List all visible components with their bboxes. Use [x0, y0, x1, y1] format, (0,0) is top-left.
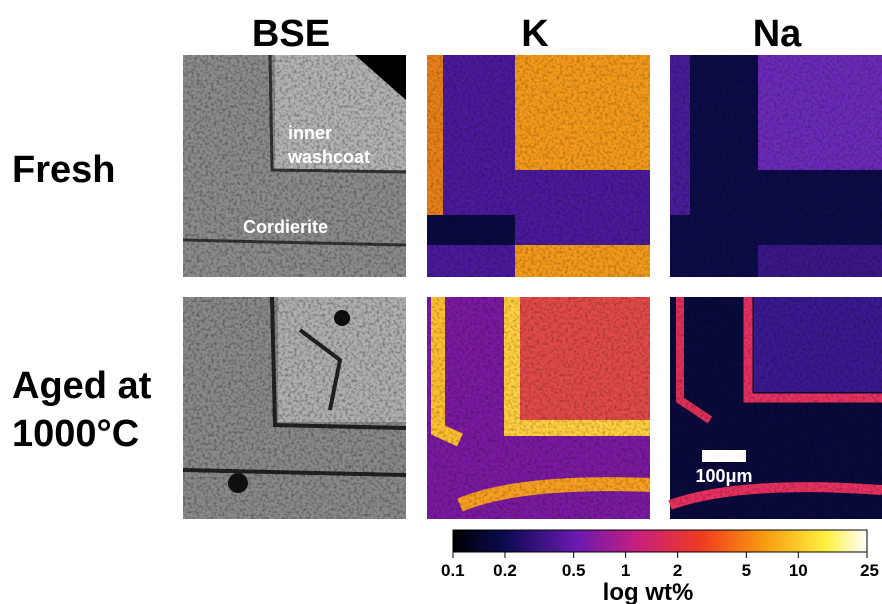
colorbar	[453, 530, 867, 552]
k-aged-image	[427, 297, 650, 519]
colorbar-label: log wt%	[603, 579, 694, 604]
tick-label: 0.1	[441, 561, 465, 580]
k-fresh-image	[427, 55, 650, 277]
tick-label: 0.5	[562, 561, 586, 580]
annotation: washcoat	[287, 147, 370, 167]
tick-label: 25	[860, 561, 879, 580]
column-header: BSE	[252, 13, 330, 55]
bse-fresh-image: inner washcoat Cordierite	[183, 55, 406, 277]
na-fresh-image	[670, 55, 882, 277]
annotation: inner	[288, 123, 332, 143]
scale-bar-label: 100μm	[695, 466, 752, 486]
tick-label: 0.2	[493, 561, 517, 580]
row-label: 1000°C	[12, 413, 139, 455]
tick-label: 10	[789, 561, 808, 580]
row-label: Aged at	[12, 365, 152, 407]
annotation: Cordierite	[243, 217, 328, 237]
tick-label: 2	[673, 561, 682, 580]
row-label: Fresh	[12, 149, 115, 191]
bse-aged-image	[183, 297, 406, 519]
tick-label: 5	[742, 561, 751, 580]
column-header: Na	[753, 13, 802, 55]
column-header: K	[521, 13, 549, 55]
figure: BSE K Na Fresh Aged at 1000°C inner wash…	[0, 0, 882, 604]
na-aged-image: 100μm	[670, 297, 882, 519]
tick-label: 1	[621, 561, 630, 580]
